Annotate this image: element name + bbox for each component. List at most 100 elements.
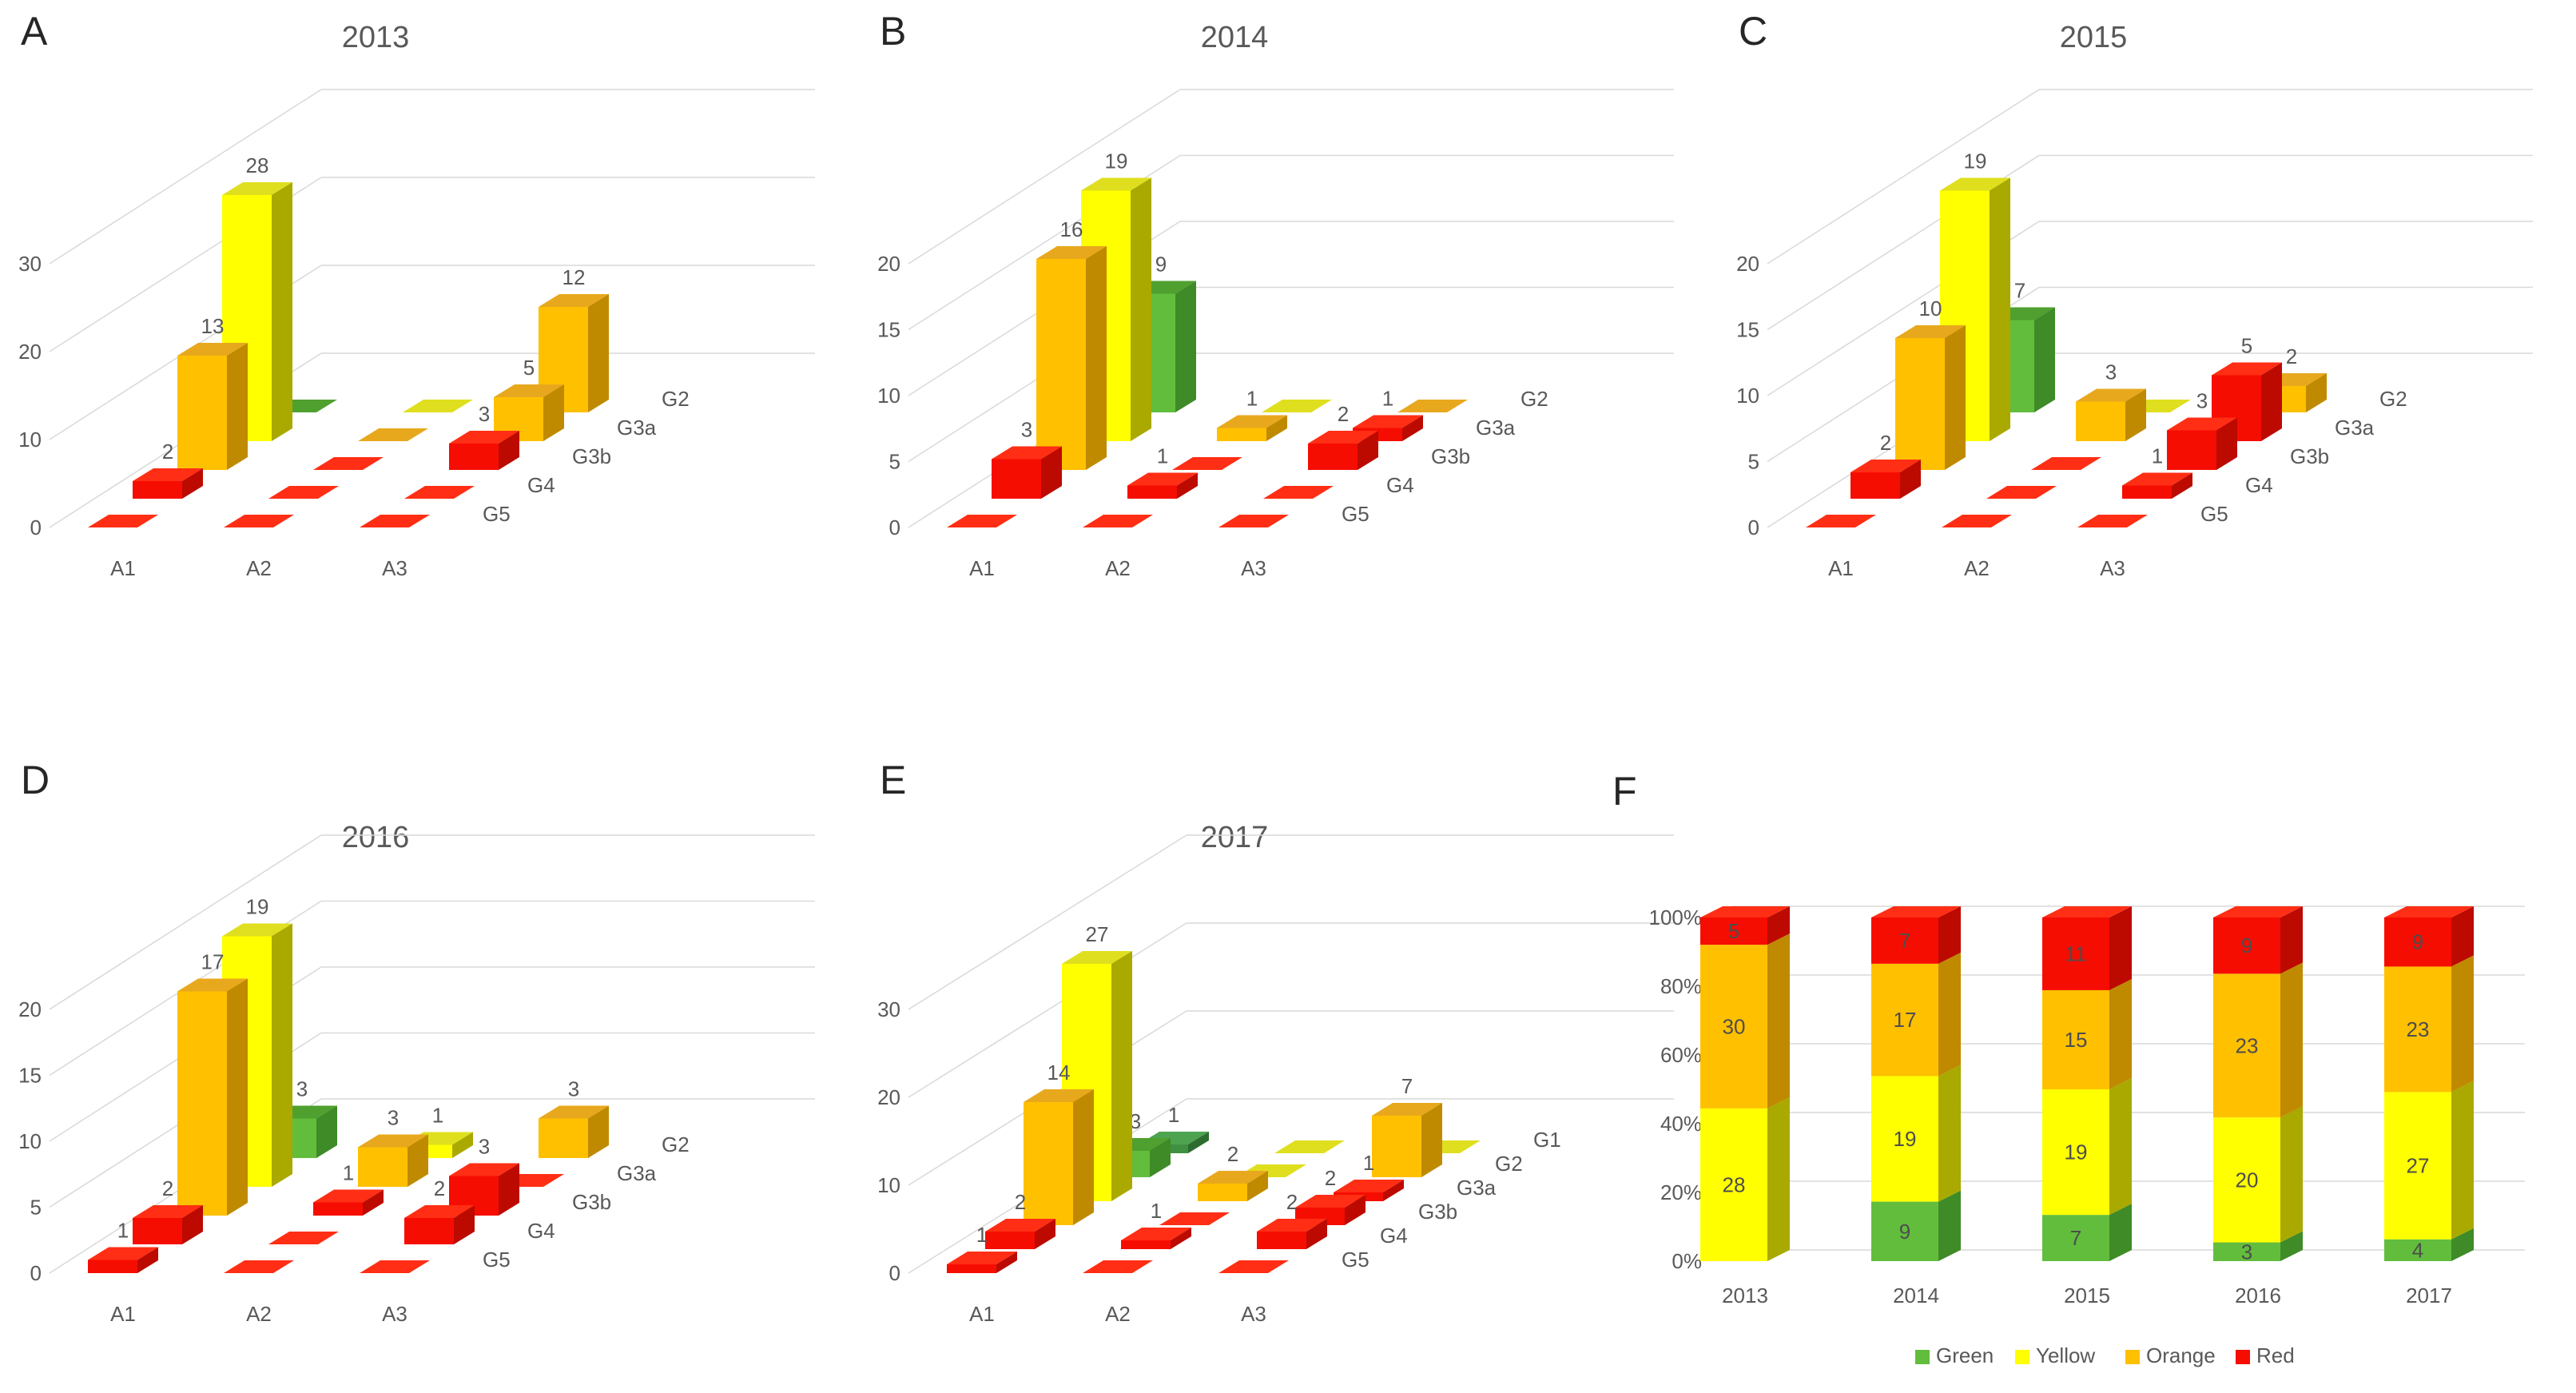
bar-side — [1041, 446, 1062, 499]
data-label: 2 — [1286, 1190, 1298, 1214]
zero-bar-pad — [2031, 457, 2101, 470]
bar-side — [316, 1105, 337, 1158]
bar-side — [1383, 1180, 1404, 1201]
bar-side — [588, 1105, 609, 1158]
depth-axis-label: G5 — [2200, 502, 2228, 526]
segment-label: 7 — [2070, 1226, 2081, 1250]
zero-bar-pad — [403, 400, 473, 412]
column-top — [1871, 906, 1961, 917]
segment-red — [1871, 917, 1938, 964]
bar — [1127, 485, 1177, 499]
data-label: 3 — [568, 1077, 579, 1101]
zero-bar-pad — [1159, 1212, 1230, 1225]
segment-green — [2384, 1239, 2451, 1261]
x-axis-label: A1 — [969, 1302, 995, 1326]
bar-top — [2122, 472, 2192, 486]
bar — [313, 1202, 363, 1216]
segment-side — [2451, 906, 2474, 967]
bar-top — [1217, 415, 1287, 428]
x-axis-label: A2 — [246, 556, 272, 580]
bar-side — [588, 294, 609, 412]
panel-a: A 2013 0 10 20 30 12 G2 28 5 G3a 13 3 G3b 2 G4 G5 A1 A2 A… — [0, 0, 858, 698]
legend-label: Yellow — [2036, 1343, 2095, 1367]
segment-side — [2109, 906, 2132, 990]
bar-side — [137, 1247, 158, 1273]
x-axis-label: 2015 — [2064, 1284, 2110, 1307]
bar-top — [2167, 417, 2237, 431]
depth-axis-label: G3b — [1431, 444, 1470, 468]
x-axis-label: 2017 — [2406, 1284, 2452, 1307]
bar-side — [2172, 472, 2192, 499]
zero-bar-pad — [1942, 515, 2012, 527]
bar-side — [363, 1189, 384, 1216]
bar-side — [499, 1163, 519, 1216]
segment-side — [1938, 906, 1961, 964]
bar-side — [543, 384, 564, 441]
y-axis-tick: 20 — [18, 340, 42, 364]
depth-axis-label: G4 — [527, 473, 555, 497]
data-label: 3 — [1021, 418, 1032, 442]
data-label: 2 — [434, 1176, 445, 1200]
column-top — [2384, 906, 2474, 917]
data-label: 19 — [1964, 149, 1987, 173]
segment-side — [2280, 1231, 2303, 1261]
zero-bar-pad — [1263, 486, 1334, 499]
bar-top — [222, 923, 292, 937]
bar-top — [358, 1134, 428, 1148]
data-label: 3 — [296, 1077, 308, 1101]
y-axis-tick: 60% — [1660, 1043, 1702, 1067]
bar-side — [1345, 1195, 1366, 1225]
y-axis-tick: 40% — [1660, 1112, 1702, 1136]
segment-side — [1767, 1096, 1790, 1261]
y-axis-tick: 0% — [1672, 1249, 1702, 1273]
x-axis-label: A2 — [1964, 556, 1990, 580]
y-axis-tick: 5 — [1748, 450, 1759, 474]
bar — [177, 356, 227, 470]
zero-bar-pad — [268, 1232, 339, 1244]
zero-bar-pad — [2077, 515, 2148, 527]
depth-axis-label: G4 — [2245, 473, 2273, 497]
data-label: 1 — [2152, 444, 2163, 468]
bar-side — [1990, 177, 2010, 441]
panel-letter: F — [1612, 769, 1637, 814]
y-axis-tick: 20 — [1736, 252, 1759, 276]
zero-bar-pad — [1262, 400, 1332, 412]
bar-side — [996, 1252, 1017, 1273]
segment-orange — [1700, 945, 1767, 1108]
x-axis-label: A3 — [382, 556, 407, 580]
panel-letter: B — [880, 9, 907, 54]
bar-side — [454, 1205, 475, 1244]
x-axis-label: 2016 — [2235, 1284, 2281, 1307]
segment-red — [1700, 917, 1767, 945]
bar — [539, 1118, 588, 1158]
depth-axis-label: G5 — [1342, 502, 1369, 526]
data-label: 27 — [1086, 922, 1109, 946]
panel-letter: E — [880, 758, 907, 802]
bar — [1895, 338, 1945, 470]
depth-axis-label: G4 — [1380, 1224, 1408, 1248]
bar-top — [1062, 951, 1132, 964]
bar-top — [539, 1105, 609, 1119]
segment-label: 9 — [2412, 930, 2423, 954]
zero-bar-pad — [224, 1260, 294, 1273]
x-axis-label: A2 — [246, 1302, 272, 1326]
depth-axis-label: G3a — [617, 1161, 657, 1185]
data-label: 3 — [2196, 389, 2208, 413]
y-axis-tick: 10 — [877, 1173, 900, 1197]
segment-side — [2280, 1106, 2303, 1243]
segment-label: 15 — [2065, 1028, 2088, 1052]
segment-red — [2213, 917, 2280, 974]
bar — [2122, 485, 2172, 499]
data-label: 10 — [1919, 297, 1942, 320]
bar-side — [1177, 472, 1198, 499]
panel-c: C 2015 0 5 10 15 20 7 2 G2 19 3 5 G3a 10 3 G3b 2 1 G4 G5 A1… — [1718, 0, 2576, 698]
segment-green — [1871, 1201, 1938, 1261]
y-axis-tick: 5 — [30, 1196, 42, 1220]
data-label: 1 — [976, 1223, 988, 1247]
data-label: 1 — [432, 1104, 443, 1128]
segment-label: 28 — [1723, 1172, 1746, 1196]
data-label: 3 — [2105, 360, 2117, 384]
data-label: 3 — [1130, 1109, 1141, 1133]
depth-axis-label: G5 — [483, 1248, 511, 1272]
bar-side — [1073, 1089, 1094, 1225]
